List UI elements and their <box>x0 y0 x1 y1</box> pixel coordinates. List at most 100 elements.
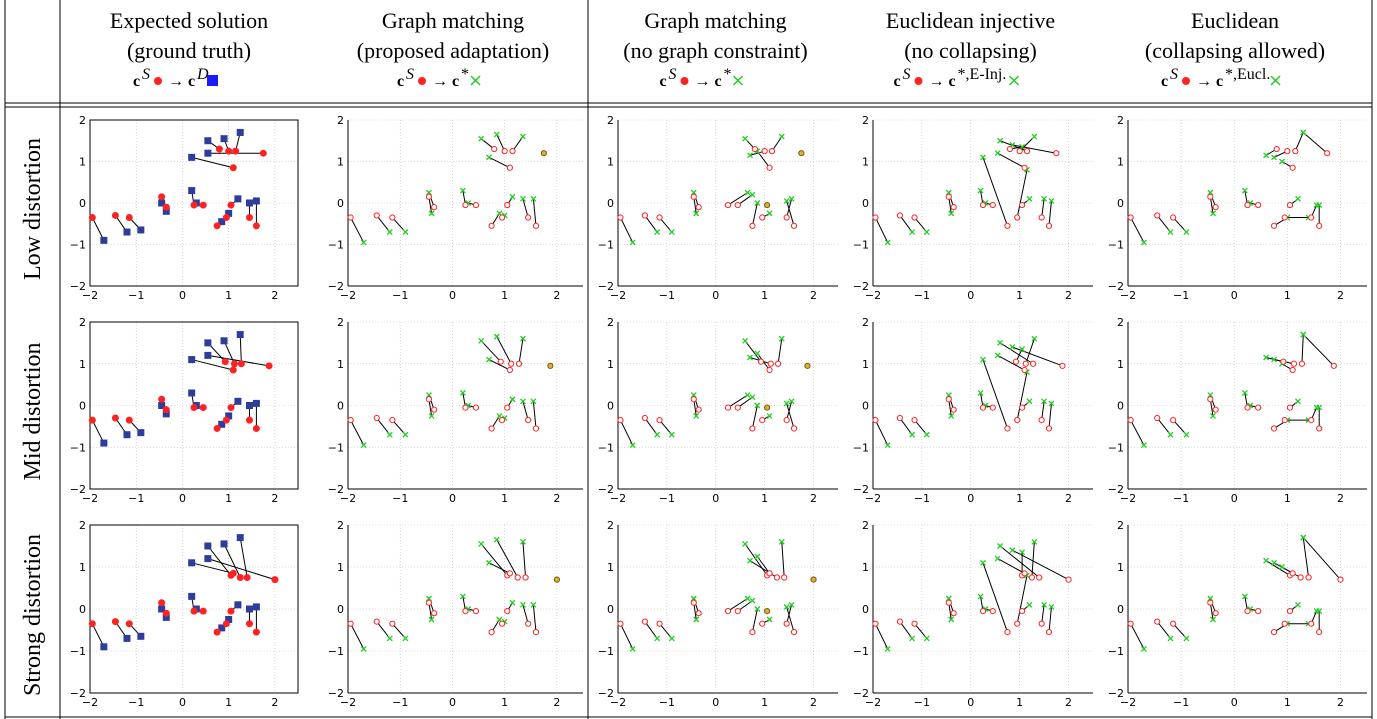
match-link <box>1048 606 1052 633</box>
source-point <box>1036 574 1043 581</box>
source-point <box>1038 417 1045 424</box>
column-header-3: Graph matching(no graph constraint)c S → c * <box>623 8 808 90</box>
target-points <box>629 335 795 449</box>
target-cross <box>1167 229 1174 236</box>
match-links <box>350 134 537 243</box>
match-link <box>727 598 748 612</box>
target-cross <box>788 601 795 608</box>
source-point <box>373 618 380 625</box>
y-tick-label: 1 <box>79 358 86 371</box>
unmatched-point <box>764 404 771 411</box>
target-cross <box>530 195 537 202</box>
y-tick-label: −1 <box>1108 239 1124 252</box>
source-point <box>1019 608 1026 615</box>
x-tick-label: 0 <box>179 696 186 709</box>
target-cross <box>1210 412 1216 419</box>
source-point <box>911 417 918 424</box>
target-cross <box>754 200 761 206</box>
source-point <box>617 620 624 627</box>
source-point <box>766 570 773 577</box>
y-tick-label: 2 <box>862 316 869 329</box>
source-point <box>950 204 957 211</box>
source-point <box>911 214 918 221</box>
panel-r3-c1: −2−2 −1 −1 0 0 1 1 2 2 <box>70 519 299 709</box>
source-point <box>225 147 233 155</box>
y-tick-label: 2 <box>1117 316 1124 329</box>
target-cross <box>1183 431 1190 438</box>
target-cross <box>747 557 753 564</box>
panel-r2-c4: −2−2 −1 −1 0 0 1 1 2 2 <box>853 316 1093 505</box>
y-tick-label: 2 <box>79 114 86 127</box>
source-symbol: c <box>133 73 140 90</box>
match-links <box>619 338 795 446</box>
target-cross <box>1048 400 1055 407</box>
target-cross <box>948 210 955 217</box>
source-point <box>950 610 957 617</box>
x-tick-label: −2 <box>82 696 98 709</box>
target-cross <box>1279 564 1285 570</box>
target-cross <box>360 442 367 449</box>
y-tick-label: −2 <box>328 280 344 293</box>
x-tick-label: 0 <box>449 492 456 505</box>
target-cross <box>948 616 955 623</box>
source-point <box>125 214 133 222</box>
target-square <box>218 420 226 428</box>
target-cross <box>1263 152 1270 159</box>
source-point <box>1016 148 1023 155</box>
source-point <box>265 362 273 370</box>
match-link <box>522 541 527 578</box>
arrow: → <box>168 73 184 90</box>
target-cross <box>884 645 891 652</box>
source-point <box>1004 222 1011 229</box>
target-cross <box>783 400 790 407</box>
target-cross <box>994 555 1001 562</box>
target-cross <box>1026 398 1033 405</box>
target-cross <box>654 635 661 642</box>
target-square <box>236 128 244 136</box>
source-point <box>759 620 766 627</box>
target-cross <box>980 356 986 363</box>
source-point <box>768 148 776 155</box>
y-tick-label: −1 <box>853 645 869 658</box>
source-point <box>389 620 396 627</box>
y-tick-label: 1 <box>337 358 344 371</box>
match-link <box>207 354 270 367</box>
target-square <box>218 624 226 632</box>
target-cross <box>747 152 753 159</box>
column-subtitle: (proposed adaptation) <box>357 38 549 63</box>
y-tick-label: 2 <box>1117 114 1124 127</box>
source-point <box>1019 404 1026 411</box>
source-point <box>950 406 957 413</box>
panel-r1-c4: −2−2 −1 −1 0 0 1 1 2 2 <box>853 114 1093 302</box>
y-tick-label: 0 <box>862 197 869 210</box>
source-point <box>773 574 780 581</box>
source-point <box>88 620 96 628</box>
x-tick-label: −1 <box>914 696 930 709</box>
target-square <box>236 331 244 339</box>
source-point <box>1021 570 1028 577</box>
x-tick-label: −1 <box>1173 289 1189 302</box>
source-point <box>158 395 166 403</box>
source-point <box>1286 404 1294 411</box>
target-cross <box>1300 534 1307 541</box>
match-link <box>997 354 1025 371</box>
target-cross <box>1294 195 1301 202</box>
source-point <box>1021 164 1028 171</box>
target-square <box>158 402 166 409</box>
source-points <box>1127 358 1337 432</box>
source-point <box>1004 425 1011 432</box>
source-point <box>462 404 469 411</box>
match-link <box>1294 132 1304 152</box>
target-cross <box>486 154 492 161</box>
source-point <box>237 360 245 368</box>
y-tick-label: 2 <box>607 316 614 329</box>
source-point <box>1014 214 1021 221</box>
source-point <box>896 212 903 219</box>
match-link <box>786 200 795 226</box>
target-cross-icon <box>1008 75 1020 86</box>
source-point <box>766 366 773 374</box>
source-point <box>158 599 166 607</box>
source-point <box>1270 629 1278 636</box>
y-tick-label: 1 <box>862 156 869 169</box>
x-tick-label: 1 <box>501 696 508 709</box>
